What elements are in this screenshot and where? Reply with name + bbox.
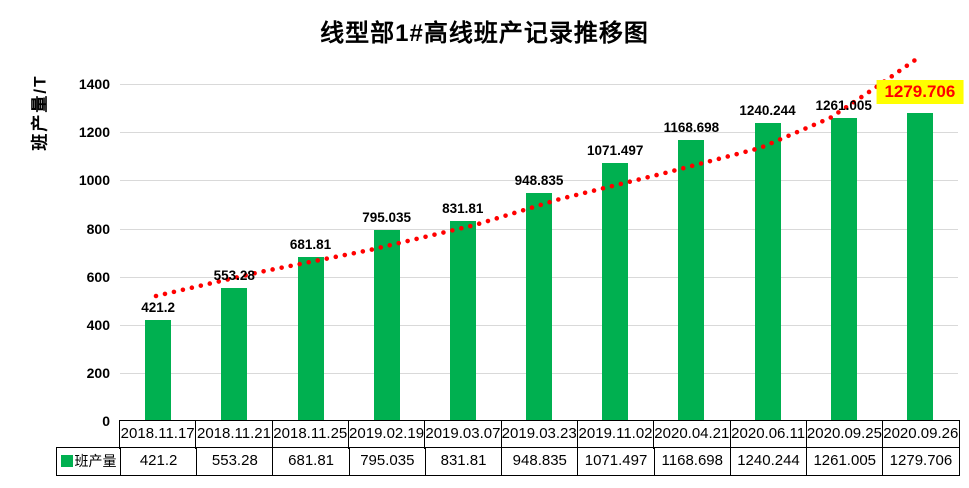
table-date-row: 2018.11.17 2018.11.21 2018.11.25 2019.02.19… — [119, 420, 960, 449]
bar — [526, 192, 552, 421]
table-value-cell: 1168.698 — [653, 448, 730, 475]
bar — [678, 139, 705, 421]
bar — [145, 319, 172, 421]
table-date-cell: 2019.02.19 — [347, 421, 424, 449]
table-value-cell: 553.28 — [196, 448, 272, 475]
table-value-cell: 681.81 — [272, 448, 348, 475]
table-date-cell: 2020.09.26 — [882, 421, 958, 449]
table-value-cell: 795.035 — [348, 448, 425, 475]
y-tick-label-0: 0 — [102, 413, 110, 429]
bar-value-label: 421.2 — [141, 299, 175, 315]
bar-value-label: 1240.244 — [739, 102, 796, 118]
table-value-cell: 1261.005 — [806, 448, 882, 475]
y-tick-label-1200: 1200 — [78, 124, 110, 141]
table-value-row: 班产量 421.2 553.28 681.81 795.035 831.81 948.83… — [56, 447, 960, 476]
chart-title: 线型部1#高线班产记录推移图 — [320, 20, 649, 47]
table-date-cell: 2018.11.21 — [195, 421, 271, 449]
table-value-cell: 948.835 — [501, 448, 577, 475]
bar-value-label: 795.035 — [362, 209, 411, 225]
bar-value-label: 1168.698 — [663, 119, 720, 135]
table-date-cell: 2019.03.23 — [500, 421, 577, 449]
legend-swatch-icon — [60, 455, 73, 468]
y-tick-label-600: 600 — [86, 268, 110, 285]
table-date-cell: 2019.11.02 — [576, 421, 653, 449]
bar-value-label: 681.81 — [289, 236, 332, 252]
table-date-cell: 2018.11.17 — [120, 425, 195, 442]
bar — [449, 220, 476, 421]
y-tick-label-400: 400 — [86, 316, 110, 333]
bar-value-label: 1261.005 — [815, 97, 872, 113]
bar-value-label: 831.81 — [442, 200, 484, 216]
y-tick-label-800: 800 — [86, 220, 110, 237]
bar — [602, 163, 629, 421]
table-date-cell: 2018.11.25 — [271, 421, 348, 449]
table-value-cell: 831.81 — [424, 448, 501, 475]
bar — [297, 256, 324, 421]
table-value-cell: 1071.497 — [577, 448, 653, 475]
bar — [221, 287, 248, 421]
y-tick-label-1400: 1400 — [78, 76, 110, 93]
table-date-cell: 2020.09.25 — [805, 421, 882, 449]
legend-label: 班产量 — [74, 452, 117, 469]
bar — [754, 122, 781, 421]
table-value-cell: 421.2 — [139, 452, 178, 469]
table-date-cell: 2020.04.21 — [653, 421, 729, 449]
bar — [906, 113, 933, 421]
table-value-cell: 1279.706 — [882, 448, 958, 475]
table-value-cell: 1240.244 — [729, 448, 806, 475]
table-date-cell: 2019.03.07 — [424, 421, 500, 449]
table-date-cell: 2020.06.11 — [729, 421, 806, 449]
y-tick-label-1000: 1000 — [78, 172, 110, 189]
bar — [830, 117, 857, 421]
table-legend-cell: 班产量 — [57, 448, 120, 475]
bar — [373, 229, 400, 421]
table-value-cells: 421.2 553.28 681.81 795.035 831.81 948.835 107… — [120, 448, 959, 475]
bar-value-label: 948.835 — [514, 172, 564, 188]
bar-value-label: 1279.706 — [876, 80, 964, 104]
bar-value-label: 553.28 — [213, 267, 255, 283]
y-tick-label-200: 200 — [86, 364, 110, 381]
gridline-1400 — [120, 84, 958, 86]
bar-value-label: 1071.497 — [587, 143, 644, 159]
